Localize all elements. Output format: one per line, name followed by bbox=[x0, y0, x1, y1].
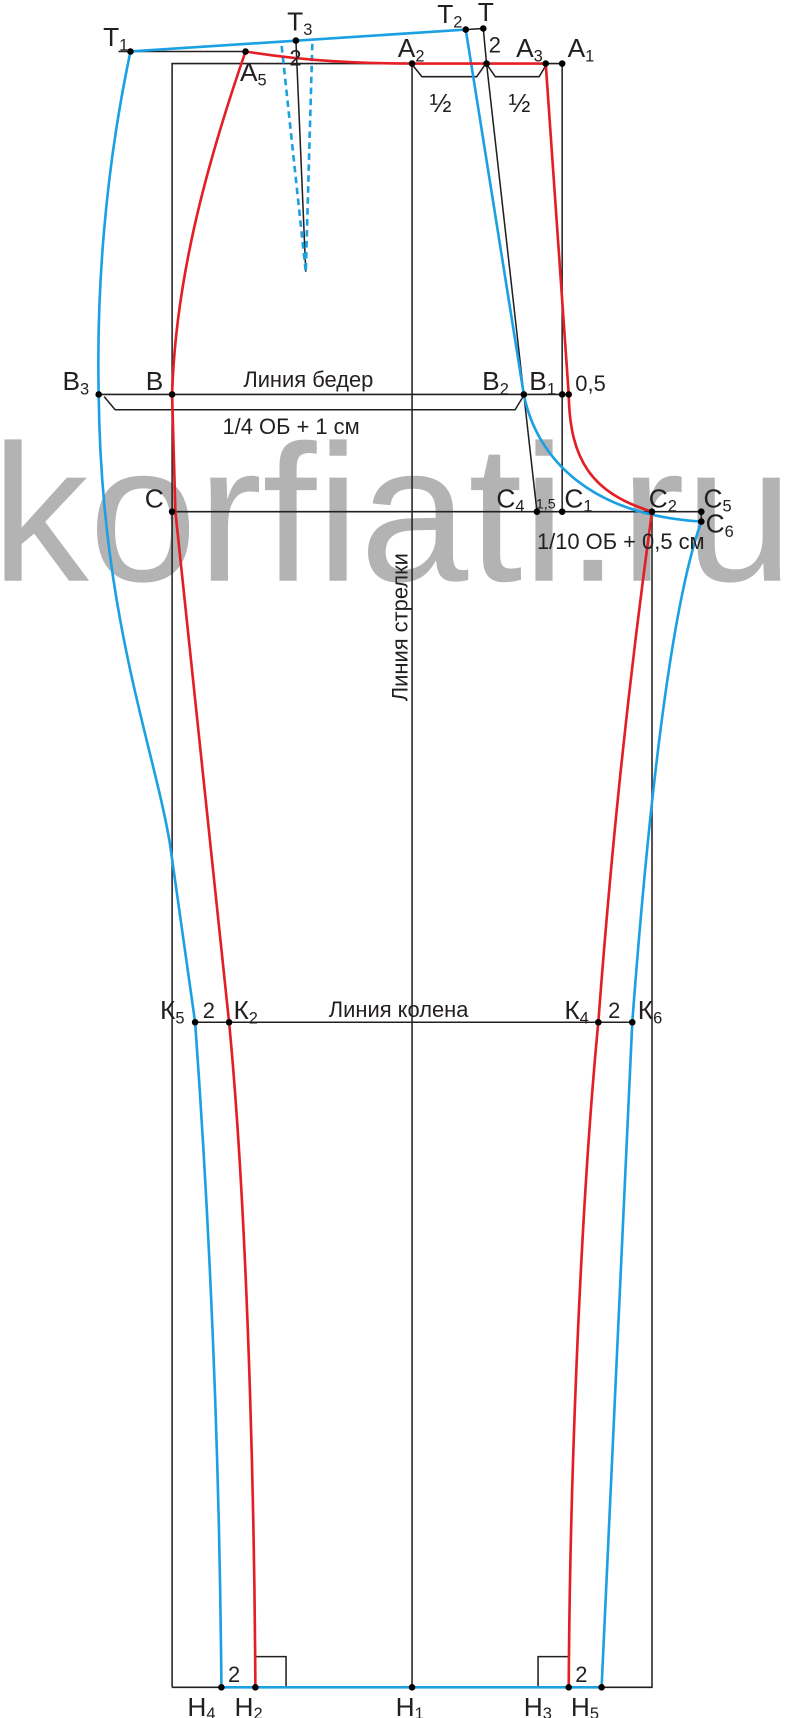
knee-offset-left: 2 bbox=[203, 998, 215, 1023]
point-C2 bbox=[648, 508, 656, 515]
front-side-seam bbox=[170, 51, 257, 1688]
point-C bbox=[168, 508, 176, 515]
point-C4 bbox=[533, 508, 541, 515]
label-T2: Т2 bbox=[437, 0, 462, 31]
point-A5 bbox=[242, 48, 249, 55]
label-B2: В2 bbox=[482, 366, 509, 398]
front-fly-and-crotch bbox=[544, 63, 653, 513]
label-K4: К4 bbox=[564, 995, 588, 1027]
point-T bbox=[479, 25, 487, 32]
point-K5 bbox=[191, 1018, 199, 1026]
dart-center-line bbox=[295, 40, 307, 272]
half-bracket-right bbox=[487, 65, 547, 78]
label-B3: В3 bbox=[63, 366, 90, 398]
point-T2 bbox=[462, 26, 470, 33]
label-A5: А5 bbox=[240, 57, 267, 89]
crotch-offset-label: 1,5 bbox=[536, 496, 556, 512]
label-C: С bbox=[145, 483, 164, 513]
point-T1 bbox=[127, 48, 134, 55]
frame-left-top bbox=[171, 62, 563, 1688]
label-K2: К2 bbox=[233, 995, 257, 1027]
point-B bbox=[168, 391, 176, 398]
knee-offset-right: 2 bbox=[608, 998, 620, 1023]
label-T: Т bbox=[478, 0, 494, 27]
back-side-seam bbox=[97, 51, 223, 1688]
hip-bracket bbox=[103, 395, 525, 411]
point-A2 bbox=[408, 60, 416, 67]
label-A2: А2 bbox=[398, 33, 425, 65]
point-A3 bbox=[542, 60, 550, 67]
front-inseam bbox=[567, 511, 654, 1688]
waist-offset-label: 2 bbox=[489, 33, 501, 58]
point-C5 bbox=[698, 508, 705, 515]
hip-offset-label: 0,5 bbox=[575, 371, 605, 396]
label-C2: С2 bbox=[649, 483, 677, 515]
label-T1: Т1 bbox=[103, 22, 128, 54]
dart-leg-left bbox=[280, 45, 308, 272]
half-bracket-left bbox=[412, 65, 485, 78]
label-B1: В1 bbox=[529, 366, 556, 398]
point-B-05 bbox=[565, 391, 573, 398]
dart-leg-right bbox=[304, 43, 314, 272]
label-H2: Н2 bbox=[235, 1692, 263, 1718]
hip-formula-label: 1/4 ОБ + 1 см bbox=[223, 414, 360, 439]
point-H3 bbox=[565, 1684, 573, 1691]
back-crotch-curve bbox=[522, 394, 702, 523]
hem-offset-right: 2 bbox=[575, 1662, 587, 1687]
label-H5: Н5 bbox=[571, 1692, 599, 1718]
label-H1: Н1 bbox=[396, 1692, 424, 1718]
front-piece-outline bbox=[170, 50, 654, 1688]
label-T3: Т3 bbox=[287, 7, 312, 39]
label-A3: А3 bbox=[516, 33, 543, 65]
knee-line-label: Линия колена bbox=[329, 997, 469, 1022]
label-C1: С1 bbox=[564, 483, 592, 515]
label-C4: С4 bbox=[496, 483, 524, 515]
point-K2 bbox=[225, 1018, 233, 1026]
crease-line-label: Линия стрелки bbox=[388, 553, 413, 701]
label-H3: Н3 bbox=[524, 1692, 552, 1718]
point-K6 bbox=[628, 1018, 636, 1026]
annotations: Линия бедер 1/4 ОБ + 1 см 1/10 ОБ + 0,5 … bbox=[203, 33, 705, 1687]
side-guide-line bbox=[465, 27, 525, 395]
point-H5 bbox=[598, 1684, 605, 1691]
back-waist-line bbox=[130, 28, 526, 395]
hem-offset-left: 2 bbox=[228, 1662, 240, 1687]
point-A-mid bbox=[483, 60, 490, 67]
back-inseam bbox=[600, 521, 703, 1688]
crotch-formula-label: 1/10 ОБ + 0,5 см bbox=[537, 529, 705, 554]
right-angle-mark-right bbox=[537, 1655, 569, 1688]
label-H4: Н4 bbox=[187, 1692, 215, 1718]
point-labels: Т1 Т3 Т2 Т А2 А3 А1 А5 В3 В В2 В1 С С4 С… bbox=[63, 0, 734, 1718]
label-C5: С5 bbox=[703, 483, 731, 515]
point-B2 bbox=[520, 391, 528, 398]
dart-depth-label: 2 bbox=[289, 46, 301, 71]
point-H2 bbox=[252, 1684, 259, 1691]
point-C6 bbox=[698, 518, 705, 525]
hip-line-label: Линия бедер bbox=[243, 367, 373, 392]
front-waist-line bbox=[245, 50, 546, 65]
label-K6: К6 bbox=[638, 995, 662, 1027]
label-K5: К5 bbox=[160, 995, 184, 1027]
point-C1 bbox=[558, 508, 566, 515]
c4-b2-line bbox=[523, 394, 538, 512]
points bbox=[95, 25, 705, 1691]
label-B: В bbox=[146, 366, 164, 396]
point-B3 bbox=[95, 391, 102, 398]
watermark: korfiati.ru bbox=[0, 405, 793, 623]
half-label-right: ½ bbox=[508, 88, 530, 118]
right-angle-mark-left bbox=[255, 1655, 287, 1688]
label-C6: С6 bbox=[706, 508, 734, 540]
point-T3 bbox=[292, 37, 300, 44]
half-label-left: ½ bbox=[430, 88, 452, 118]
point-A1 bbox=[558, 60, 566, 67]
point-B1 bbox=[558, 391, 566, 398]
point-H1 bbox=[408, 1684, 416, 1691]
point-K4 bbox=[595, 1018, 602, 1026]
point-H4 bbox=[218, 1684, 225, 1691]
label-A1: А1 bbox=[568, 33, 595, 65]
